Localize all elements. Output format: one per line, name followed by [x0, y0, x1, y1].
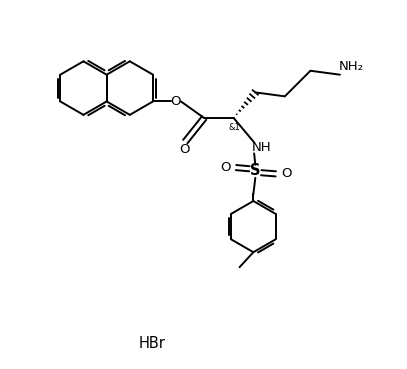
Text: S: S [250, 163, 260, 178]
Text: NH₂: NH₂ [339, 59, 364, 73]
Text: O: O [179, 144, 190, 156]
Text: &1: &1 [229, 123, 241, 132]
Text: HBr: HBr [139, 337, 166, 351]
Text: NH: NH [252, 141, 271, 154]
Text: O: O [171, 95, 181, 108]
Text: O: O [282, 168, 292, 180]
Text: O: O [220, 161, 230, 174]
